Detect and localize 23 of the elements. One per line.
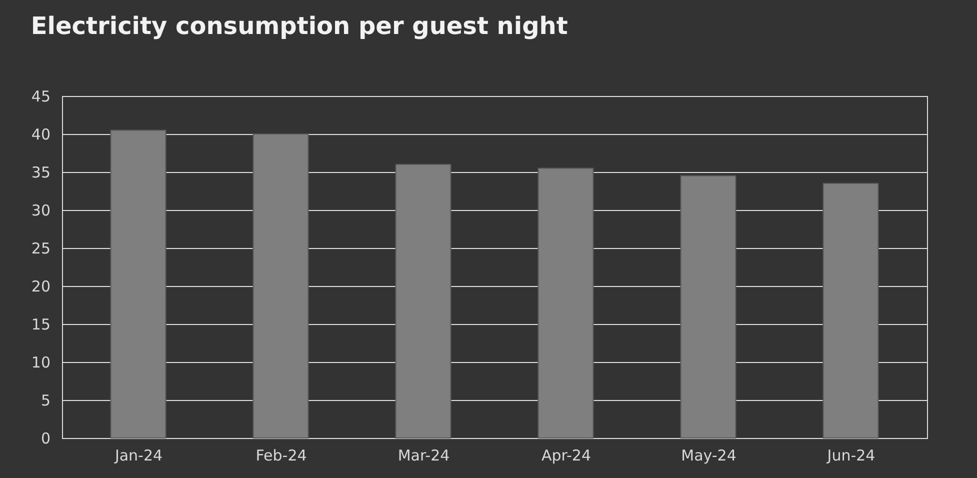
x-tick-label: Mar-24	[398, 446, 450, 464]
y-tick-label: 20	[31, 278, 50, 296]
bar	[395, 164, 452, 438]
chart-title: Electricity consumption per guest night	[30, 12, 568, 40]
bar	[538, 168, 594, 438]
bar	[680, 175, 736, 438]
y-tick-label: 40	[31, 126, 50, 144]
bar	[252, 134, 309, 438]
x-tick-label: May-24	[681, 446, 736, 464]
y-tick-label: 10	[31, 354, 50, 372]
y-tick-label: 0	[40, 430, 50, 448]
x-tick-label: Jun-24	[826, 446, 876, 464]
y-tick-label: 15	[31, 316, 50, 334]
bar	[822, 182, 879, 438]
x-tick-label: Feb-24	[256, 446, 307, 464]
y-tick-label: 5	[40, 392, 50, 410]
x-tick-label: Apr-24	[542, 446, 591, 464]
bar	[110, 130, 166, 438]
y-tick-label: 25	[31, 240, 50, 258]
y-tick-label: 45	[31, 88, 50, 106]
y-tick-label: 35	[31, 164, 50, 182]
x-tick-label: Jan-24	[114, 446, 163, 464]
y-tick-label: 30	[31, 202, 50, 220]
